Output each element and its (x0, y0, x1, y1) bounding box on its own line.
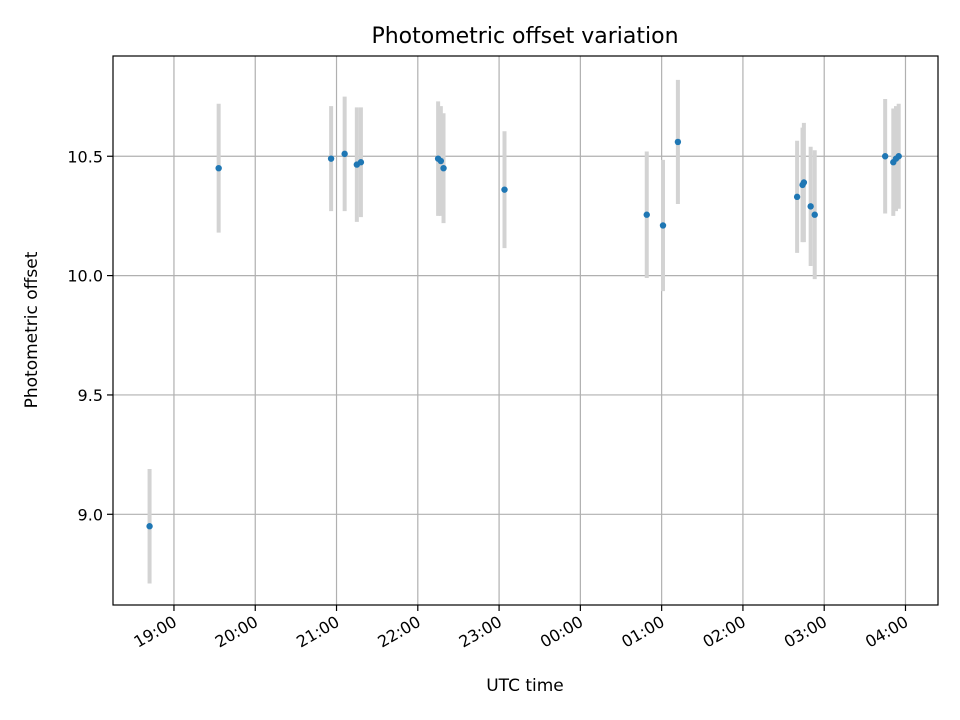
data-point (895, 153, 902, 160)
grid (113, 56, 938, 605)
data-point (357, 159, 365, 166)
data-point (146, 523, 153, 530)
data-points (146, 138, 902, 530)
data-point (793, 193, 801, 201)
plot-frame (112, 55, 939, 606)
data-point (215, 164, 222, 172)
y-tick-label: 10.5 (67, 147, 103, 166)
data-point (327, 155, 335, 162)
y-tick-label: 9.0 (78, 505, 103, 524)
x-axis-label: UTC time (486, 676, 564, 696)
data-point (437, 157, 445, 165)
y-tick-label: 10.0 (67, 267, 103, 286)
data-point (674, 138, 682, 146)
data-point (643, 211, 650, 218)
data-point (659, 222, 667, 229)
y-tick-label: 9.5 (78, 386, 103, 405)
data-point (341, 150, 348, 158)
data-point (807, 203, 814, 210)
y-axis-label: Photometric offset (22, 251, 42, 408)
data-point (440, 164, 447, 172)
data-point (811, 211, 818, 218)
data-point (881, 153, 889, 160)
chart-title: Photometric offset variation (371, 24, 678, 49)
data-point (501, 186, 508, 193)
data-point (800, 179, 808, 186)
